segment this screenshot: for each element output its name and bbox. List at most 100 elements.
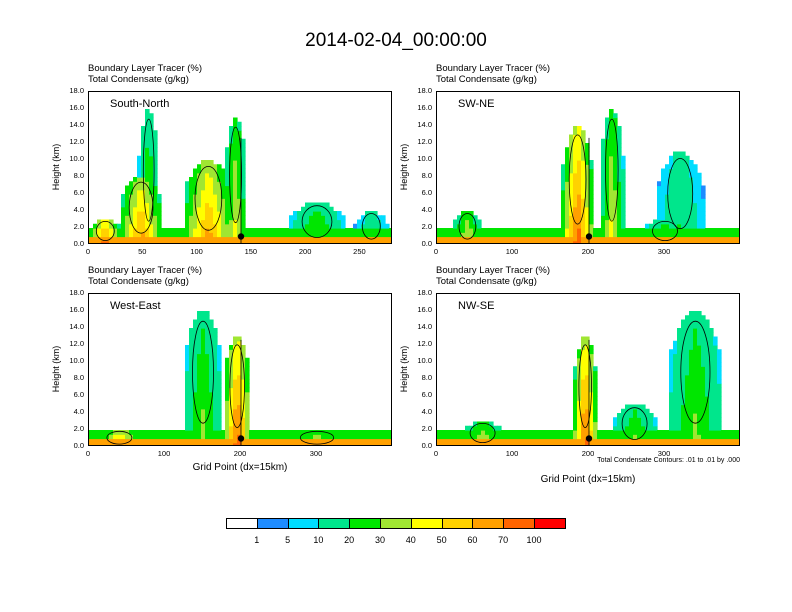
tracer-cell <box>213 340 218 346</box>
tracer-cell <box>225 151 230 157</box>
tracer-cell <box>193 430 198 435</box>
tracer-cell <box>629 434 634 440</box>
tracer-cell <box>305 219 310 225</box>
tracer-cell <box>189 198 194 204</box>
tracer-cell <box>577 172 582 178</box>
tracer-cell <box>369 232 374 238</box>
tracer-cell <box>477 223 482 229</box>
tracer-cell <box>613 417 618 423</box>
tracer-cell <box>697 202 702 208</box>
tracer-field <box>437 311 739 445</box>
tracer-cell <box>297 228 302 233</box>
tracer-cell <box>533 442 538 445</box>
tracer-cell <box>565 240 570 243</box>
tracer-cell <box>713 438 718 444</box>
tracer-cell <box>441 236 446 242</box>
tracer-cell <box>617 421 622 427</box>
tracer-cell <box>189 374 194 380</box>
tracer-cell <box>209 391 214 397</box>
tracer-cell <box>237 357 242 363</box>
tracer-cell <box>245 232 250 238</box>
tracer-cell <box>581 362 586 367</box>
tracer-cell <box>561 236 566 242</box>
main-title: 2014-02-04_00:00:00 <box>305 30 487 51</box>
tracer-cell <box>201 357 206 363</box>
tracer-cell <box>225 442 230 445</box>
tracer-cell <box>221 438 226 444</box>
tracer-cell <box>233 198 238 204</box>
tracer-cell <box>201 206 206 212</box>
tracer-cell <box>201 185 206 191</box>
tracer-cell <box>721 430 726 435</box>
tracer-cell <box>121 219 126 225</box>
x-tick-label: 100 <box>505 449 519 458</box>
tracer-cell <box>585 349 590 355</box>
tracer-cell <box>673 408 678 414</box>
tracer-cell <box>677 236 682 242</box>
tracer-cell <box>157 206 162 212</box>
tracer-cell <box>573 232 578 238</box>
colorbar-swatch <box>472 518 505 529</box>
tracer-cell <box>337 232 342 238</box>
tracer-cell <box>705 379 710 384</box>
tracer-cell <box>669 430 674 435</box>
tracer-cell <box>709 228 714 233</box>
tracer-cell <box>589 236 594 242</box>
tracer-cell <box>233 215 238 221</box>
tracer-cell <box>689 240 694 243</box>
tracer-cell <box>141 434 146 440</box>
tracer-cell <box>221 172 226 178</box>
tracer-cell <box>713 391 718 397</box>
tracer-cell <box>681 383 686 389</box>
tracer-cell <box>725 228 730 233</box>
tracer-cell <box>237 366 242 372</box>
tracer-cell <box>585 181 590 187</box>
tracer-cell <box>701 425 706 431</box>
tracer-cell <box>617 438 622 444</box>
condensate-contour <box>680 320 711 424</box>
tracer-cell <box>197 181 202 187</box>
tracer-cell <box>241 396 246 401</box>
tracer-cell <box>313 232 318 238</box>
tracer-cell <box>189 434 194 440</box>
tracer-cell <box>677 396 682 401</box>
tracer-cell <box>573 160 578 165</box>
tracer-cell <box>561 168 566 174</box>
tracer-cell <box>377 215 382 221</box>
tracer-cell <box>657 189 662 195</box>
tracer-cell <box>237 240 242 243</box>
tracer-cell <box>237 155 242 161</box>
tracer-cell <box>145 442 150 445</box>
tracer-cell <box>297 236 302 242</box>
tracer-cell <box>309 240 314 243</box>
tracer-cell <box>677 228 682 233</box>
tracer-cell <box>693 366 698 372</box>
tracer-cell <box>197 425 202 431</box>
tracer-cell <box>673 198 678 204</box>
tracer-cell <box>205 223 210 229</box>
tracer-cell <box>233 357 238 363</box>
tracer-cell <box>197 194 202 199</box>
tracer-cell <box>565 151 570 157</box>
tracer-cell <box>705 421 710 427</box>
tracer-cell <box>225 185 230 191</box>
tracer-cell <box>725 438 730 444</box>
tracer-cell <box>585 442 590 445</box>
tracer-cell <box>529 442 534 445</box>
tracer-cell <box>461 438 466 444</box>
tracer-cell <box>257 442 262 445</box>
tracer-cell <box>193 349 198 355</box>
tracer-cell <box>605 228 610 233</box>
tracer-cell <box>225 421 230 427</box>
tracer-cell <box>125 189 130 195</box>
tracer-cell <box>693 430 698 435</box>
tracer-cell <box>509 438 514 444</box>
tracer-cell <box>565 442 570 445</box>
tracer-cell <box>229 379 234 384</box>
tracer-cell <box>485 438 490 444</box>
tracer-cell <box>609 151 614 157</box>
tracer-cell <box>229 160 234 165</box>
tracer-cell <box>337 240 342 243</box>
tracer-cell <box>217 349 222 355</box>
tracer-cell <box>641 417 646 423</box>
